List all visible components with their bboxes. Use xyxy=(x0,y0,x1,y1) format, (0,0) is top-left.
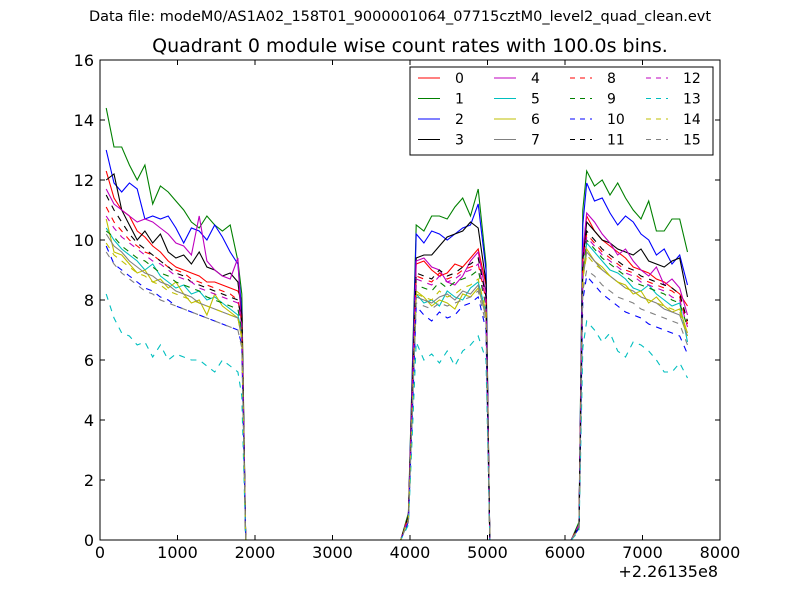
y-tick-label: 4 xyxy=(84,411,94,430)
series-9-line xyxy=(105,230,689,540)
legend-label-7: 7 xyxy=(531,133,540,149)
x-tick-label: 6000 xyxy=(545,543,586,562)
series-12-line xyxy=(105,215,689,540)
series-13-line xyxy=(105,293,688,540)
y-tick-label: 2 xyxy=(84,471,94,490)
legend-label-4: 4 xyxy=(531,71,540,87)
legend-label-12: 12 xyxy=(683,71,701,87)
legend-label-8: 8 xyxy=(607,71,616,87)
x-tick-label: 1000 xyxy=(157,543,198,562)
series-7-line xyxy=(105,233,689,540)
series-0-line xyxy=(105,170,688,540)
y-tick-label: 6 xyxy=(84,351,94,370)
x-tick-label: 8000 xyxy=(700,543,741,562)
legend-label-14: 14 xyxy=(683,112,701,128)
series-15-line xyxy=(105,251,689,540)
x-tick-label: 7000 xyxy=(622,543,663,562)
x-offset-label: +2.26135e8 xyxy=(618,562,718,581)
legend-label-10: 10 xyxy=(607,112,625,128)
legend-label-1: 1 xyxy=(455,92,464,108)
legend-label-11: 11 xyxy=(607,133,625,149)
legend-label-6: 6 xyxy=(531,112,540,128)
y-tick-label: 12 xyxy=(74,171,94,190)
figure-suptitle: Data file: modeM0/AS1A02_158T01_90000010… xyxy=(88,9,712,25)
legend-label-9: 9 xyxy=(607,92,616,108)
x-tick-label: 0 xyxy=(95,543,105,562)
series-5-line xyxy=(105,227,689,540)
series-1-line xyxy=(105,107,689,540)
series-11-line xyxy=(105,194,689,540)
y-tick-label: 0 xyxy=(84,531,94,550)
legend-label-3: 3 xyxy=(455,133,464,149)
plot-area xyxy=(105,107,689,540)
series-10-line xyxy=(105,245,689,540)
y-tick-label: 16 xyxy=(74,51,94,70)
legend-box xyxy=(409,66,714,156)
axis-ticks: 0 1000 2000 3000 4000 5000 6000 7000 80000246810… xyxy=(74,51,741,562)
series-8-line xyxy=(105,206,689,540)
legend-label-5: 5 xyxy=(531,92,540,108)
y-tick-label: 10 xyxy=(74,231,94,250)
series-3-line xyxy=(105,173,689,540)
legend-label-2: 2 xyxy=(455,112,464,128)
x-tick-label: 4000 xyxy=(390,543,431,562)
series-2-line xyxy=(105,149,689,540)
y-tick-label: 14 xyxy=(74,111,94,130)
legend-label-15: 15 xyxy=(683,133,701,149)
chart-title: Quadrant 0 module wise count rates with … xyxy=(152,35,668,57)
legend-label-13: 13 xyxy=(683,92,701,108)
series-6-line xyxy=(105,218,689,540)
x-tick-label: 3000 xyxy=(312,543,353,562)
x-tick-label: 2000 xyxy=(235,543,276,562)
series-4-line xyxy=(105,188,689,540)
legend-label-0: 0 xyxy=(455,71,464,87)
series-14-line xyxy=(105,242,689,540)
x-tick-label: 5000 xyxy=(467,543,508,562)
y-tick-label: 8 xyxy=(84,291,94,310)
